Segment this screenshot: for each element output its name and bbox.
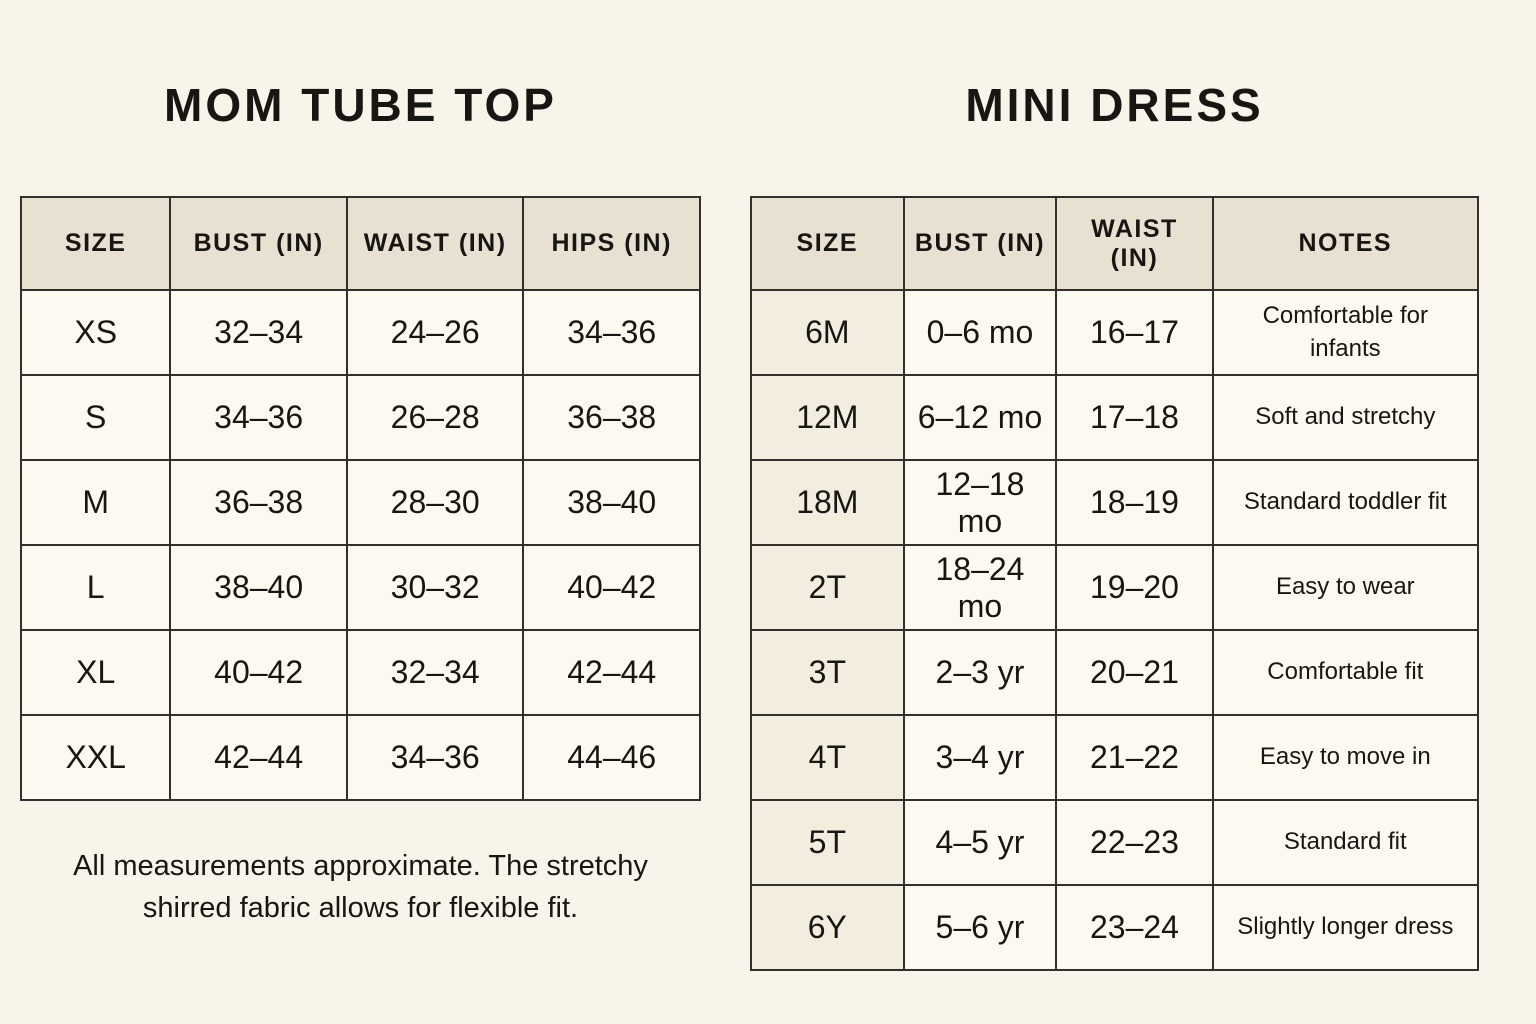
value-cell: 34–36 — [169, 374, 348, 461]
value-cell: 40–42 — [522, 544, 701, 631]
size-cell: XL — [19, 629, 172, 716]
value-cell: 18–24 mo — [902, 544, 1058, 631]
value-cell: Standard toddler fit — [1211, 459, 1480, 546]
mom-tube-top-table: SIZE BUST (IN) WAIST (IN) HIPS (IN) XS 32–34… — [19, 196, 701, 801]
mini-dress-section: MINI DRESS SIZE BUST (IN) WAIST (IN) NOTES … — [750, 0, 1480, 971]
size-cell: 6M — [750, 289, 905, 376]
table-row: 18M 12–18 mo 18–19 Standard toddler fit — [750, 459, 1480, 546]
table-row: M 36–38 28–30 38–40 — [19, 459, 701, 546]
value-cell: 19–20 — [1055, 544, 1214, 631]
value-cell: 17–18 — [1055, 374, 1214, 461]
value-cell: 40–42 — [169, 629, 348, 716]
value-cell: 2–3 yr — [902, 629, 1058, 716]
value-cell: 20–21 — [1055, 629, 1214, 716]
value-cell: 32–34 — [169, 289, 348, 376]
value-cell: Standard fit — [1211, 799, 1480, 886]
column-header: SIZE — [750, 196, 905, 291]
size-cell: L — [19, 544, 172, 631]
column-header: WAIST (IN) — [345, 196, 525, 291]
size-cell: 6Y — [750, 884, 905, 971]
value-cell: 18–19 — [1055, 459, 1214, 546]
value-cell: 12–18 mo — [902, 459, 1058, 546]
table-row: L 38–40 30–32 40–42 — [19, 544, 701, 631]
header-row: SIZE BUST (IN) WAIST (IN) HIPS (IN) — [19, 196, 701, 291]
table-row: 12M 6–12 mo 17–18 Soft and stretchy — [750, 374, 1480, 461]
mini-dress-table: SIZE BUST (IN) WAIST (IN) NOTES 6M 0–6 mo 16–… — [750, 196, 1480, 971]
value-cell: 38–40 — [169, 544, 348, 631]
value-cell: 16–17 — [1055, 289, 1214, 376]
value-cell: 36–38 — [522, 374, 701, 461]
size-cell: XS — [19, 289, 172, 376]
table-row: XS 32–34 24–26 34–36 — [19, 289, 701, 376]
value-cell: Slightly longer dress — [1211, 884, 1480, 971]
value-cell: 4–5 yr — [902, 799, 1058, 886]
size-cell: 3T — [750, 629, 905, 716]
value-cell: 26–28 — [345, 374, 525, 461]
mom-tube-top-section: MOM TUBE TOP SIZE BUST (IN) WAIST (IN) HIPS… — [19, 0, 701, 929]
value-cell: 21–22 — [1055, 714, 1214, 801]
size-cell: M — [19, 459, 172, 546]
value-cell: 42–44 — [522, 629, 701, 716]
value-cell: 30–32 — [345, 544, 525, 631]
value-cell: Comfortable for infants — [1211, 289, 1480, 376]
table-row: XXL 42–44 34–36 44–46 — [19, 714, 701, 801]
size-cell: S — [19, 374, 172, 461]
value-cell: 42–44 — [169, 714, 348, 801]
right-chart-title: MINI DRESS — [965, 79, 1264, 131]
size-cell: 4T — [750, 714, 905, 801]
value-cell: 0–6 mo — [902, 289, 1058, 376]
value-cell: Comfortable fit — [1211, 629, 1480, 716]
value-cell: Easy to wear — [1211, 544, 1480, 631]
header-row: SIZE BUST (IN) WAIST (IN) NOTES — [750, 196, 1480, 291]
column-header: BUST (IN) — [902, 196, 1058, 291]
left-chart-title: MOM TUBE TOP — [164, 79, 557, 131]
value-cell: Soft and stretchy — [1211, 374, 1480, 461]
value-cell: 28–30 — [345, 459, 525, 546]
size-cell: 18M — [750, 459, 905, 546]
size-cell: 2T — [750, 544, 905, 631]
table-row: 4T 3–4 yr 21–22 Easy to move in — [750, 714, 1480, 801]
table-row: 2T 18–24 mo 19–20 Easy to wear — [750, 544, 1480, 631]
column-header: HIPS (IN) — [522, 196, 701, 291]
column-header: WAIST (IN) — [1055, 196, 1214, 291]
column-header: NOTES — [1211, 196, 1480, 291]
value-cell: 32–34 — [345, 629, 525, 716]
left-chart-footnote: All measurements approximate. The stretc… — [73, 850, 648, 925]
value-cell: 44–46 — [522, 714, 701, 801]
table-row: 6Y 5–6 yr 23–24 Slightly longer dress — [750, 884, 1480, 971]
size-cell: 5T — [750, 799, 905, 886]
value-cell: 36–38 — [169, 459, 348, 546]
table-row: 3T 2–3 yr 20–21 Comfortable fit — [750, 629, 1480, 716]
value-cell: Easy to move in — [1211, 714, 1480, 801]
value-cell: 3–4 yr — [902, 714, 1058, 801]
value-cell: 23–24 — [1055, 884, 1214, 971]
value-cell: 34–36 — [522, 289, 701, 376]
value-cell: 24–26 — [345, 289, 525, 376]
value-cell: 38–40 — [522, 459, 701, 546]
table-row: 5T 4–5 yr 22–23 Standard fit — [750, 799, 1480, 886]
size-cell: 12M — [750, 374, 905, 461]
table-row: 6M 0–6 mo 16–17 Comfortable for infants — [750, 289, 1480, 376]
column-header: SIZE — [19, 196, 172, 291]
table-row: XL 40–42 32–34 42–44 — [19, 629, 701, 716]
size-cell: XXL — [19, 714, 172, 801]
column-header: BUST (IN) — [169, 196, 348, 291]
value-cell: 6–12 mo — [902, 374, 1058, 461]
value-cell: 5–6 yr — [902, 884, 1058, 971]
value-cell: 22–23 — [1055, 799, 1214, 886]
table-row: S 34–36 26–28 36–38 — [19, 374, 701, 461]
value-cell: 34–36 — [345, 714, 525, 801]
